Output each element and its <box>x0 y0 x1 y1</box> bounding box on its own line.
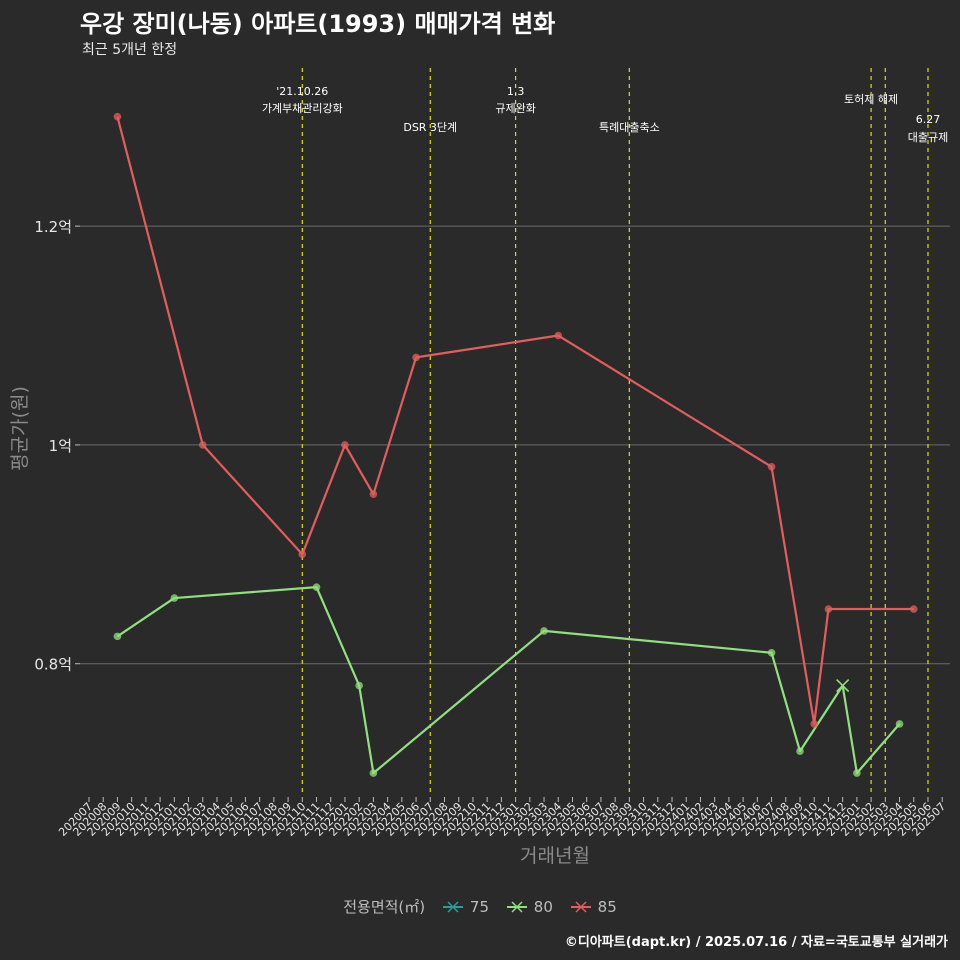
x-axis-title: 거래년월 <box>520 845 590 867</box>
policy-label: 1.3 <box>507 85 525 98</box>
series-85-point <box>412 353 420 362</box>
legend-title: 전용면적(㎡) <box>343 898 426 916</box>
policy-label: 대출규제 <box>908 131 948 144</box>
y-axis-title: 평균가(원) <box>9 386 31 471</box>
legend-label-85: 85 <box>597 897 617 916</box>
policy-label: 토허제 해제 <box>844 92 898 106</box>
series-85-point <box>341 441 349 449</box>
series-80-point <box>836 679 850 693</box>
series-80-point <box>767 648 776 657</box>
series-80-point <box>369 769 378 777</box>
legend: 전용면적(㎡) 75 80 85 <box>0 896 960 917</box>
legend-symbol-75 <box>442 901 463 913</box>
legend-label-80: 80 <box>533 897 553 916</box>
series-80-point <box>355 681 363 690</box>
footer-credit: ©디아파트(dapt.kr) / 2025.07.16 / 자료=국토교통부 실… <box>564 935 948 950</box>
series-80-point <box>170 594 179 602</box>
y-tick-label: 1.2억 <box>34 218 72 236</box>
series-80-point <box>113 632 122 641</box>
chart-title: 우강 장미(나동) 아파트(1993) 매매가격 변화 <box>80 10 556 38</box>
series-85-point <box>198 441 207 449</box>
legend-symbol-80 <box>506 901 527 913</box>
y-tick-label: 0.8억 <box>34 656 72 674</box>
series-80-line <box>116 586 901 775</box>
series-85-point <box>554 331 563 340</box>
series-85-point <box>767 462 776 471</box>
series-80-point <box>540 627 548 635</box>
policy-label: '21.10.26 <box>276 85 328 98</box>
series-80-point <box>312 583 321 591</box>
series-85-point <box>909 605 918 613</box>
series-85-point <box>824 605 833 613</box>
series-85-point <box>113 112 122 121</box>
policy-label: 6.27 <box>916 113 941 126</box>
legend-item-80: 80 <box>506 898 553 916</box>
series-80-point <box>796 747 804 756</box>
legend-label-75: 75 <box>469 897 490 916</box>
series-85-point <box>810 720 819 728</box>
policy-label: 특례대출축소 <box>599 121 660 134</box>
chart-subtitle: 최근 5개년 한정 <box>82 42 178 58</box>
legend-item-85: 85 <box>570 898 617 916</box>
legend-symbol-85 <box>570 901 591 913</box>
series-80-point <box>853 769 861 777</box>
policy-label: 가계부채관리강화 <box>262 102 343 115</box>
y-tick-label: 1억 <box>49 437 72 455</box>
policy-label: 규제완화 <box>495 102 535 115</box>
series-85-point <box>298 550 307 559</box>
series-85-point <box>369 490 378 498</box>
series-80-point <box>895 720 904 728</box>
policy-label: DSR 3단계 <box>403 121 457 134</box>
legend-item-75: 75 <box>442 898 489 916</box>
